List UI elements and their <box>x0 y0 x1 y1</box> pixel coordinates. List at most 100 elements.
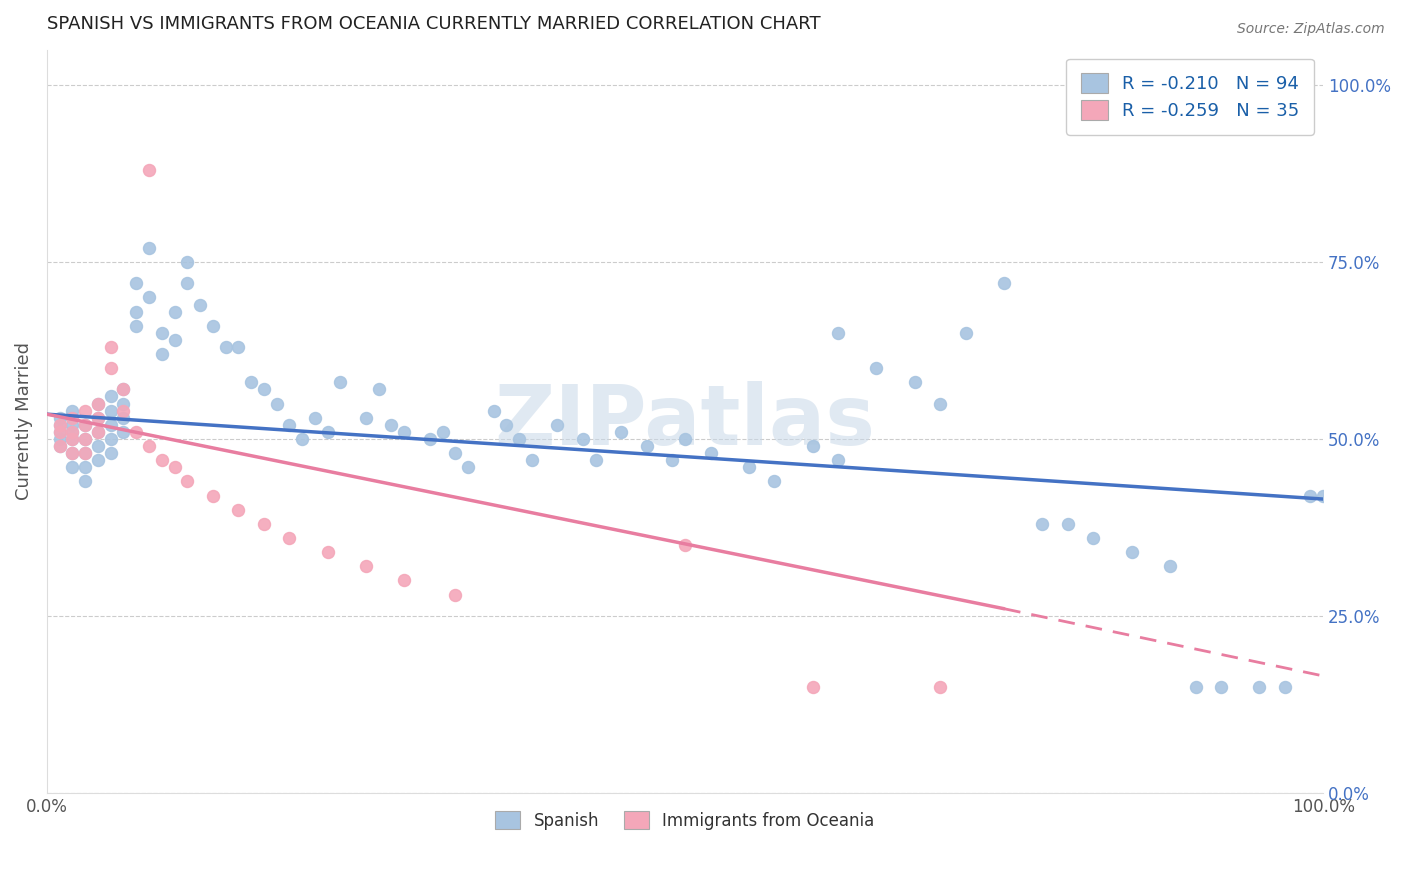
Point <box>801 439 824 453</box>
Point <box>48 417 70 432</box>
Point <box>62 425 84 439</box>
Point <box>763 475 786 489</box>
Point <box>112 425 135 439</box>
Point <box>62 446 84 460</box>
Point <box>673 538 696 552</box>
Point <box>929 396 952 410</box>
Point <box>253 383 276 397</box>
Point <box>62 425 84 439</box>
Point <box>176 475 198 489</box>
Point <box>228 340 250 354</box>
Point <box>176 277 198 291</box>
Point <box>699 446 721 460</box>
Point <box>75 460 97 475</box>
Point <box>163 460 186 475</box>
Point <box>87 396 110 410</box>
Point <box>394 574 416 588</box>
Point <box>214 340 236 354</box>
Point <box>62 460 84 475</box>
Point <box>316 425 339 439</box>
Point <box>865 361 887 376</box>
Point <box>955 326 977 340</box>
Point <box>508 432 530 446</box>
Point <box>100 389 122 403</box>
Point <box>163 304 186 318</box>
Point <box>87 410 110 425</box>
Point <box>100 361 122 376</box>
Point <box>444 588 467 602</box>
Point <box>48 439 70 453</box>
Point <box>138 241 160 255</box>
Point <box>661 453 683 467</box>
Point <box>610 425 633 439</box>
Point <box>1184 680 1206 694</box>
Point <box>75 403 97 417</box>
Point <box>636 439 658 453</box>
Point <box>75 446 97 460</box>
Point <box>329 376 352 390</box>
Point <box>62 446 84 460</box>
Point <box>48 410 70 425</box>
Point <box>87 453 110 467</box>
Point <box>112 403 135 417</box>
Point <box>75 417 97 432</box>
Y-axis label: Currently Married: Currently Married <box>15 343 32 500</box>
Point <box>394 425 416 439</box>
Point <box>100 432 122 446</box>
Point <box>62 432 84 446</box>
Point <box>278 531 301 545</box>
Point <box>546 417 568 432</box>
Point <box>138 290 160 304</box>
Point <box>585 453 607 467</box>
Point <box>520 453 543 467</box>
Point <box>75 475 97 489</box>
Point <box>150 326 173 340</box>
Point <box>125 277 148 291</box>
Point <box>993 277 1015 291</box>
Point <box>354 410 377 425</box>
Point <box>150 347 173 361</box>
Point <box>827 453 849 467</box>
Point <box>1121 545 1143 559</box>
Point <box>112 383 135 397</box>
Point <box>125 304 148 318</box>
Point <box>801 680 824 694</box>
Point <box>48 432 70 446</box>
Point <box>75 432 97 446</box>
Point <box>100 417 122 432</box>
Point <box>929 680 952 694</box>
Point <box>444 446 467 460</box>
Point <box>1299 489 1322 503</box>
Point <box>62 432 84 446</box>
Point <box>291 432 314 446</box>
Point <box>112 383 135 397</box>
Point <box>75 432 97 446</box>
Point <box>48 439 70 453</box>
Point <box>188 297 211 311</box>
Point <box>176 255 198 269</box>
Point <box>87 425 110 439</box>
Point <box>138 163 160 178</box>
Point <box>125 318 148 333</box>
Point <box>125 425 148 439</box>
Point <box>572 432 595 446</box>
Point <box>1057 516 1080 531</box>
Point <box>380 417 402 432</box>
Point <box>87 425 110 439</box>
Point <box>495 417 517 432</box>
Point <box>100 403 122 417</box>
Point <box>367 383 389 397</box>
Point <box>112 396 135 410</box>
Text: Source: ZipAtlas.com: Source: ZipAtlas.com <box>1237 22 1385 37</box>
Point <box>253 516 276 531</box>
Point <box>112 410 135 425</box>
Point <box>482 403 505 417</box>
Legend: Spanish, Immigrants from Oceania: Spanish, Immigrants from Oceania <box>489 805 882 837</box>
Point <box>150 453 173 467</box>
Point <box>228 502 250 516</box>
Text: ZIPatlas: ZIPatlas <box>495 381 876 462</box>
Point <box>1159 559 1181 574</box>
Point <box>278 417 301 432</box>
Point <box>48 417 70 432</box>
Point <box>163 333 186 347</box>
